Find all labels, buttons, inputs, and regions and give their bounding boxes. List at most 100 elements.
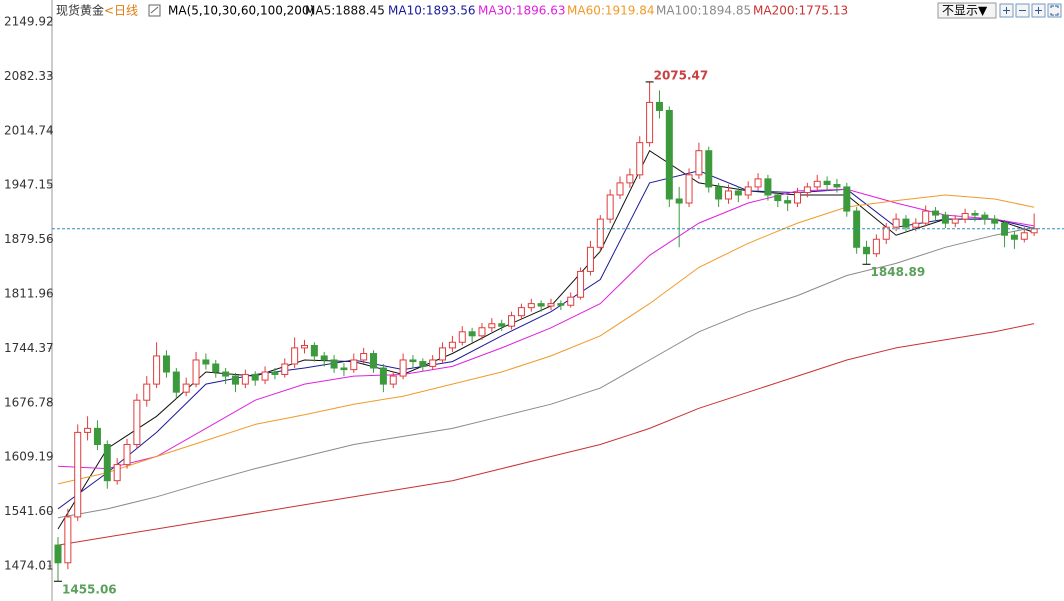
candle-body [241, 373, 249, 385]
candle-body [961, 212, 969, 220]
candle-body [715, 186, 723, 200]
candle-body [409, 359, 417, 363]
y-tick-label: 1947.15 [4, 178, 54, 192]
toolbar-button[interactable]: 不显示▼ [942, 4, 988, 18]
candle-body [981, 214, 989, 220]
y-tick-label: 1541.60 [4, 504, 54, 518]
candle-body [153, 355, 161, 385]
candle-body [192, 359, 200, 385]
candle-body [537, 303, 545, 307]
ma-line [57, 194, 1035, 485]
candle-body [251, 373, 259, 381]
ma-line [57, 323, 1035, 546]
candle-body [301, 344, 308, 349]
legend-entry: MA10:1893.56 [388, 4, 476, 18]
toolbar-button-frame [937, 2, 997, 19]
candle-body [764, 178, 772, 196]
candle-body [754, 178, 762, 188]
candle-body [113, 464, 121, 482]
zoom-out[interactable] [1015, 3, 1030, 18]
candle-body [320, 355, 328, 361]
candle-body [271, 371, 279, 375]
candle-body [123, 443, 131, 466]
candle-body [350, 359, 358, 371]
candle-body [882, 226, 890, 240]
candle-body [330, 359, 338, 369]
candle-body [84, 427, 92, 433]
candle-body [646, 101, 654, 144]
y-tick-label: 2082.33 [4, 69, 54, 83]
candle-body [133, 399, 141, 445]
ma-line [57, 188, 1035, 470]
y-tick-label: 2014.74 [4, 123, 54, 137]
y-tick-label: 1811.96 [4, 287, 54, 301]
header-bar [53, 0, 1064, 21]
candle-body [231, 375, 239, 385]
candle-body [310, 344, 318, 357]
candle-body [439, 347, 447, 361]
candle-body [823, 180, 831, 186]
candle-body [843, 186, 851, 212]
candle-body [971, 212, 979, 216]
candle-body [577, 270, 585, 298]
legend-entry: MA30:1896.63 [478, 4, 566, 18]
candle-body [586, 246, 594, 272]
candle-body [517, 307, 525, 317]
candle-body [370, 353, 378, 369]
ma-line [57, 226, 1035, 519]
candle-body [774, 194, 782, 202]
candle-body [458, 331, 466, 343]
candle-body [527, 303, 535, 309]
icon-glyph [1035, 7, 1042, 14]
candle-body [340, 367, 348, 371]
candle-body [803, 186, 811, 194]
candle-body [902, 218, 910, 228]
candle-body [567, 296, 575, 306]
instrument-title: 现货黄金 [56, 3, 104, 18]
candle-body [922, 210, 930, 224]
candle-body [1030, 228, 1038, 234]
candle-body [744, 186, 752, 196]
legend-entry: MA60:1919.84 [567, 4, 655, 18]
legend: MA5:1888.45 MA10:1893.56 MA30:1896.63 MA60:… [305, 4, 848, 18]
pan-left[interactable] [1031, 3, 1046, 18]
fullscreen[interactable] [1047, 3, 1062, 18]
candle-body [695, 150, 703, 176]
y-tick-label: 1609.19 [4, 450, 54, 464]
ma-line [57, 170, 1035, 510]
candle-body [675, 198, 683, 204]
zoom-in[interactable] [999, 3, 1014, 18]
candle-body [794, 192, 801, 204]
candle-body [655, 101, 663, 111]
candle-body [103, 443, 111, 482]
candle-body [734, 190, 742, 196]
candle-body [291, 347, 299, 365]
candle-body [665, 109, 673, 200]
candle-body [813, 180, 821, 188]
candle-body [833, 184, 841, 188]
candle-body [932, 210, 940, 216]
candle-body [172, 371, 180, 393]
icon-frame [1047, 3, 1062, 18]
candle-body [616, 182, 624, 196]
candle-body [143, 383, 151, 401]
legend-entry: MA5:1888.45 [305, 4, 385, 18]
candle-body [54, 544, 62, 564]
settings-icon[interactable] [148, 4, 161, 17]
extreme-label: 1455.06 [62, 583, 117, 597]
candle-body [498, 323, 506, 327]
candle-body [182, 383, 190, 393]
candle-body [1010, 234, 1018, 240]
candle-body [991, 218, 999, 224]
candle-body [1020, 232, 1028, 240]
toolbar: 不显示▼ [937, 2, 1062, 19]
candle-body [389, 375, 397, 385]
icon-glyph [1050, 5, 1059, 16]
candle-body [64, 516, 72, 564]
candle-body [360, 353, 368, 361]
period-selector[interactable]: <日线 [104, 4, 138, 18]
candle-body [508, 315, 516, 327]
icon-frame [148, 4, 161, 17]
